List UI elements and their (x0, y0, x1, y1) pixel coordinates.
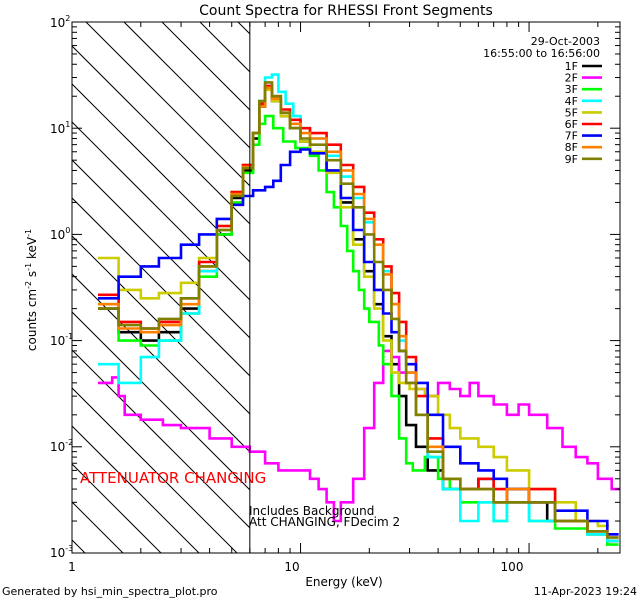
chart-title: Count Spectra for RHESSI Front Segments (199, 3, 493, 19)
legend-label-3F: 3F (565, 83, 578, 96)
x-axis-label: Energy (keV) (305, 575, 382, 589)
legend-label-4F: 4F (565, 95, 578, 108)
hatch-line (72, 387, 238, 553)
legend-label-7F: 7F (565, 130, 578, 143)
hatch-line (72, 83, 250, 263)
legend-label-9F: 9F (565, 153, 578, 166)
legend-label-5F: 5F (565, 106, 578, 119)
svg-text:10-2: 10-2 (50, 438, 73, 454)
hatch-line (72, 273, 250, 453)
y-tick-label: 10-1 (50, 332, 73, 348)
hatch-line (72, 197, 250, 377)
svg-text:102: 102 (50, 14, 70, 30)
series-line-9F (98, 81, 619, 539)
hatch-line (618, 22, 640, 553)
hatch-line (85, 22, 250, 187)
footer-generated-by: Generated by hsi_min_spectra_plot.pro (2, 585, 218, 598)
legend-label-8F: 8F (565, 141, 578, 154)
attenuator-hatch-region (0, 22, 640, 553)
svg-text:10-1: 10-1 (50, 332, 73, 348)
legend-label-6F: 6F (565, 118, 578, 131)
y-tick-label: 10-3 (50, 544, 73, 560)
series-line-7F (98, 148, 619, 536)
y-tick-label: 100 (50, 226, 70, 242)
legend-time-range: 16:55:00 to 16:56:00 (483, 47, 600, 60)
hatch-line (466, 22, 640, 553)
svg-text:100: 100 (50, 226, 70, 242)
hatch-line (72, 349, 250, 529)
hatch-line (0, 22, 9, 553)
footer-timestamp: 11-Apr-2023 19:24 (534, 585, 637, 598)
y-tick-label: 102 (50, 14, 70, 30)
y-axis-label: counts cm-2 s-1 keV-1 (24, 229, 39, 351)
legend-label-1F: 1F (565, 60, 578, 73)
hatch-line (72, 121, 250, 301)
series-line-2F (98, 349, 620, 523)
legend-date: 29-Oct-2003 (531, 35, 600, 48)
y-tick-label: 101 (50, 120, 70, 136)
series-line-6F (98, 84, 619, 536)
hatch-line (72, 311, 250, 491)
background-note: Includes Background (249, 504, 374, 518)
y-tick-label: 10-2 (50, 438, 73, 454)
svg-text:101: 101 (50, 120, 70, 136)
hatch-line (72, 235, 250, 415)
x-tick-label: 100 (501, 560, 524, 574)
legend-label-2F: 2F (565, 72, 578, 85)
series-line-5F (98, 88, 610, 528)
hatch-line (390, 22, 640, 553)
hatch-line (428, 22, 640, 553)
hatch-line (123, 22, 250, 149)
attenuator-decim-note: Att CHANGING, FDecim 2 (249, 515, 400, 529)
svg-text:10-3: 10-3 (50, 544, 73, 560)
x-tick-label: 1 (68, 560, 76, 574)
hatch-line (72, 425, 200, 553)
hatch-line (72, 45, 250, 225)
plot-frame (71, 21, 621, 554)
x-tick-label: 10 (284, 560, 299, 574)
attenuator-label: ATTENUATOR CHANGING (80, 469, 266, 487)
